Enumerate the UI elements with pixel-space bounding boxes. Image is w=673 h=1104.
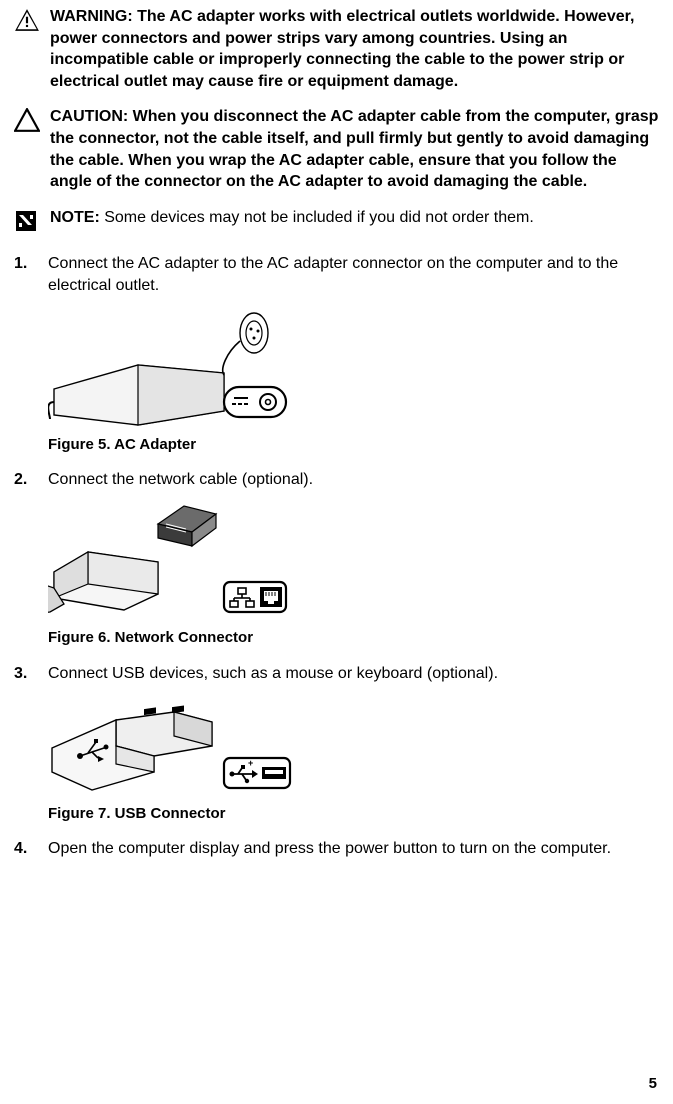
step-2: 2. Connect the network cable (optional). (14, 469, 659, 491)
warning-body: The AC adapter works with electrical out… (50, 8, 634, 90)
network-connector-illustration (48, 498, 288, 620)
step-1-number: 1. (14, 253, 48, 275)
note-body: Some devices may not be included if you … (100, 209, 534, 226)
figure-5: Figure 5. AC Adapter (48, 305, 659, 455)
caution-label: CAUTION: (50, 108, 128, 125)
note-notice: NOTE: Some devices may not be included i… (14, 207, 659, 240)
usb-connector-illustration: + (48, 692, 293, 796)
page-number: 5 (649, 1074, 657, 1094)
figure-6-caption: Figure 6. Network Connector (48, 628, 659, 648)
caution-icon (14, 108, 42, 139)
caution-body: When you disconnect the AC adapter cable… (50, 108, 658, 190)
figure-7-caption: Figure 7. USB Connector (48, 804, 659, 824)
warning-text: WARNING: The AC adapter works with elect… (50, 6, 659, 92)
step-2-number: 2. (14, 469, 48, 491)
warning-label: WARNING: (50, 8, 133, 25)
step-3: 3. Connect USB devices, such as a mouse … (14, 663, 659, 685)
svg-text:+: + (248, 758, 253, 768)
step-2-text: Connect the network cable (optional). (48, 469, 659, 491)
step-3-text: Connect USB devices, such as a mouse or … (48, 663, 659, 685)
warning-icon (14, 8, 42, 39)
figure-5-caption: Figure 5. AC Adapter (48, 435, 659, 455)
note-icon (14, 209, 42, 240)
caution-notice: CAUTION: When you disconnect the AC adap… (14, 106, 659, 192)
step-3-number: 3. (14, 663, 48, 685)
step-1: 1. Connect the AC adapter to the AC adap… (14, 253, 659, 296)
caution-text: CAUTION: When you disconnect the AC adap… (50, 106, 659, 192)
step-4-number: 4. (14, 838, 48, 860)
figure-6: Figure 6. Network Connector (48, 498, 659, 648)
step-4: 4. Open the computer display and press t… (14, 838, 659, 860)
ac-adapter-illustration (48, 305, 288, 427)
warning-notice: WARNING: The AC adapter works with elect… (14, 6, 659, 92)
figure-7: + Figure 7. USB Connector (48, 692, 659, 824)
note-label: NOTE: (50, 209, 100, 226)
step-4-text: Open the computer display and press the … (48, 838, 659, 860)
step-1-text: Connect the AC adapter to the AC adapter… (48, 253, 659, 296)
note-text: NOTE: Some devices may not be included i… (50, 207, 659, 229)
